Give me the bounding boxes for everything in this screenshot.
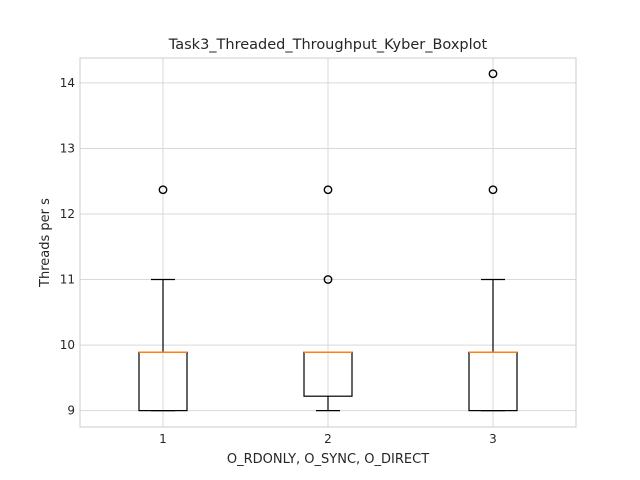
outlier-point bbox=[323, 185, 333, 195]
chart-title: Task3_Threaded_Throughput_Kyber_Boxplot bbox=[168, 37, 488, 53]
y-tick-label: 11 bbox=[60, 273, 75, 287]
y-tick-labels: 9 10 11 12 13 14 bbox=[60, 76, 75, 418]
x-tick-labels: 1 2 3 bbox=[159, 432, 497, 446]
plot-area-frame bbox=[79, 57, 577, 428]
box-group-3 bbox=[468, 69, 518, 412]
y-tick-label: 9 bbox=[67, 404, 75, 418]
y-tick-label: 14 bbox=[60, 76, 75, 90]
outlier-point bbox=[323, 275, 333, 284]
y-axis-label: Threads per s bbox=[38, 198, 53, 288]
x-tick-label: 1 bbox=[159, 432, 167, 446]
outlier-point bbox=[158, 185, 168, 195]
y-tick-label: 13 bbox=[60, 141, 75, 155]
y-tick-label: 10 bbox=[60, 338, 75, 352]
outlier-point bbox=[488, 69, 498, 79]
boxes bbox=[138, 69, 518, 412]
x-axis-label: O_RDONLY, O_SYNC, O_DIRECT bbox=[227, 452, 429, 467]
x-tick-label: 2 bbox=[324, 432, 332, 446]
box-group-1 bbox=[138, 185, 188, 412]
outlier-point bbox=[488, 185, 498, 195]
box-group-2 bbox=[303, 185, 353, 412]
y-tick-label: 12 bbox=[60, 207, 75, 221]
x-tick-label: 3 bbox=[489, 432, 497, 446]
